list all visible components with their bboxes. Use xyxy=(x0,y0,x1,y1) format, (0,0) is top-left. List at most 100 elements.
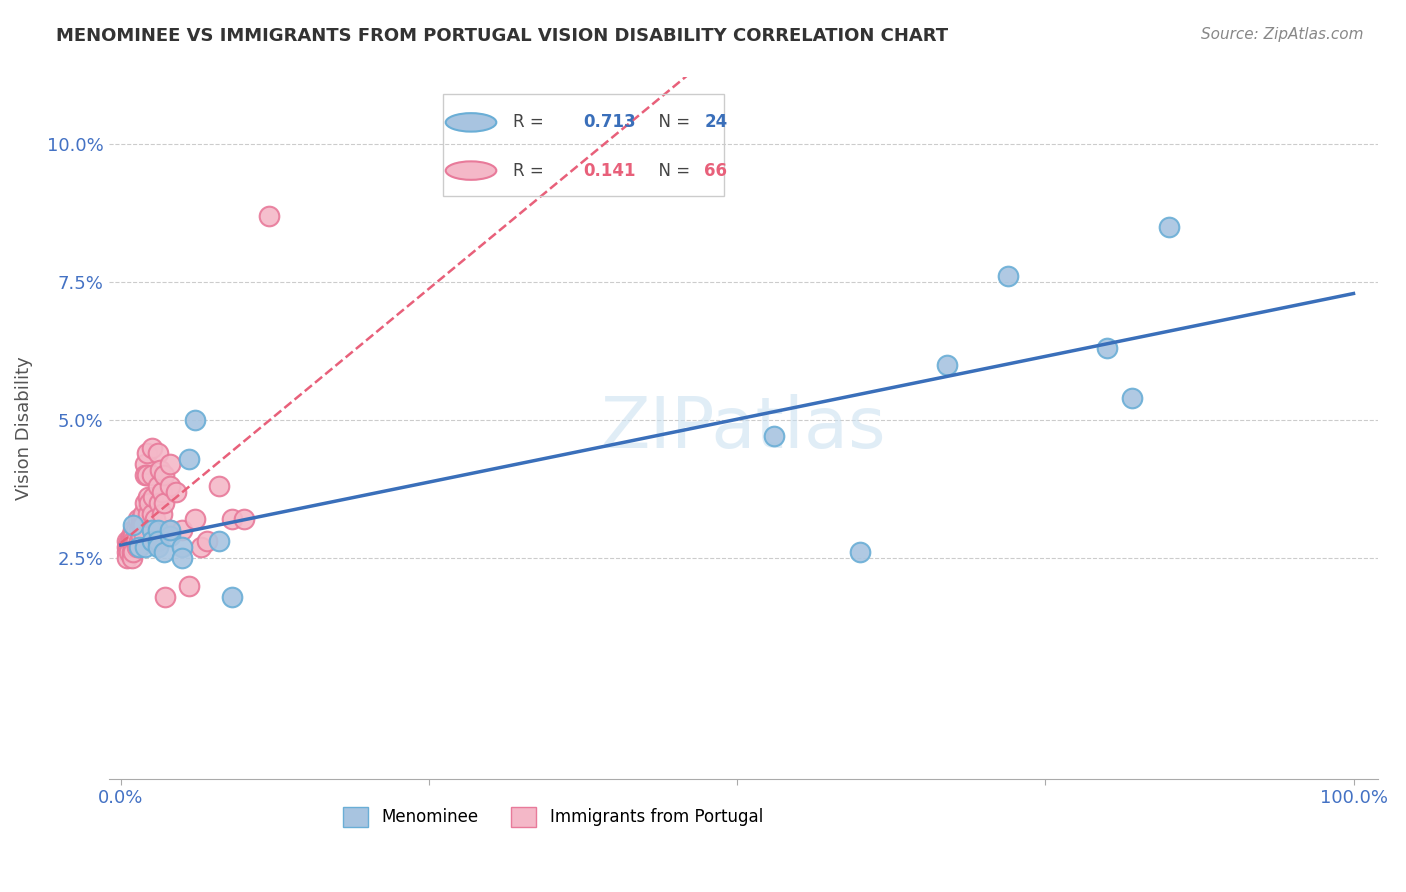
Point xyxy=(121,551,143,566)
Point xyxy=(135,468,157,483)
Point xyxy=(1157,219,1180,234)
Point xyxy=(129,529,152,543)
Point xyxy=(141,524,163,538)
Text: 0.141: 0.141 xyxy=(583,161,636,179)
Point xyxy=(129,517,152,532)
Point xyxy=(134,457,156,471)
Point xyxy=(146,479,169,493)
Point xyxy=(257,209,280,223)
Point xyxy=(141,534,163,549)
Point xyxy=(122,545,145,559)
Text: ZIPatlas: ZIPatlas xyxy=(600,393,886,463)
Text: Source: ZipAtlas.com: Source: ZipAtlas.com xyxy=(1201,27,1364,42)
Point xyxy=(120,529,142,543)
Point xyxy=(997,269,1019,284)
Point xyxy=(134,468,156,483)
Point xyxy=(143,512,166,526)
Point xyxy=(172,551,194,566)
Point xyxy=(149,462,172,476)
Point xyxy=(129,512,152,526)
Point xyxy=(115,551,138,566)
Point xyxy=(141,507,163,521)
Point xyxy=(141,441,163,455)
Point xyxy=(122,529,145,543)
Circle shape xyxy=(446,113,496,132)
Point xyxy=(135,446,157,460)
Point xyxy=(127,512,149,526)
Point xyxy=(208,479,231,493)
Text: 66: 66 xyxy=(704,161,727,179)
Point xyxy=(142,490,165,504)
Point xyxy=(115,545,138,559)
Point xyxy=(849,545,872,559)
Point xyxy=(208,534,231,549)
Point xyxy=(1121,391,1143,405)
Text: R =: R = xyxy=(513,161,550,179)
Point xyxy=(159,479,181,493)
Text: N =: N = xyxy=(648,113,696,131)
Point xyxy=(159,529,181,543)
Point xyxy=(763,429,786,443)
Legend: Menominee, Immigrants from Portugal: Menominee, Immigrants from Portugal xyxy=(336,800,769,834)
Text: 0.713: 0.713 xyxy=(583,113,636,131)
Point xyxy=(153,468,176,483)
Point xyxy=(150,507,173,521)
Text: MENOMINEE VS IMMIGRANTS FROM PORTUGAL VISION DISABILITY CORRELATION CHART: MENOMINEE VS IMMIGRANTS FROM PORTUGAL VI… xyxy=(56,27,949,45)
Point xyxy=(184,512,207,526)
Point xyxy=(150,484,173,499)
Point xyxy=(195,534,218,549)
Point xyxy=(146,534,169,549)
Point xyxy=(146,446,169,460)
Point xyxy=(143,534,166,549)
Point xyxy=(177,451,200,466)
Point xyxy=(172,524,194,538)
Point xyxy=(122,540,145,554)
Point xyxy=(124,524,146,538)
Point xyxy=(118,540,141,554)
Point xyxy=(122,524,145,538)
Point xyxy=(128,534,150,549)
Point xyxy=(153,590,176,604)
Point xyxy=(115,534,138,549)
Point xyxy=(138,496,160,510)
Text: R =: R = xyxy=(513,113,550,131)
Point xyxy=(159,457,181,471)
Point xyxy=(132,507,155,521)
Point xyxy=(115,540,138,554)
Point xyxy=(148,496,170,510)
Point xyxy=(136,507,159,521)
Text: N =: N = xyxy=(648,161,696,179)
Point xyxy=(122,517,145,532)
Point xyxy=(118,534,141,549)
Point xyxy=(121,545,143,559)
Point xyxy=(128,524,150,538)
Point xyxy=(128,540,150,554)
Point xyxy=(221,590,243,604)
Point xyxy=(184,413,207,427)
Point xyxy=(159,524,181,538)
Point xyxy=(1095,341,1118,355)
Point xyxy=(159,524,181,538)
Point xyxy=(118,545,141,559)
Point xyxy=(153,496,176,510)
Point xyxy=(124,534,146,549)
Point xyxy=(146,540,169,554)
Point xyxy=(132,517,155,532)
Point xyxy=(136,490,159,504)
Point xyxy=(122,534,145,549)
Point xyxy=(141,468,163,483)
Point xyxy=(134,529,156,543)
Point xyxy=(120,534,142,549)
Point xyxy=(117,540,139,554)
Point xyxy=(221,512,243,526)
Point xyxy=(165,484,187,499)
Point xyxy=(128,540,150,554)
Point xyxy=(190,540,212,554)
Y-axis label: Vision Disability: Vision Disability xyxy=(15,356,32,500)
Point xyxy=(153,545,176,559)
Point xyxy=(935,358,957,372)
Circle shape xyxy=(446,161,496,180)
Point xyxy=(172,540,194,554)
Point xyxy=(125,540,148,554)
Point xyxy=(134,496,156,510)
